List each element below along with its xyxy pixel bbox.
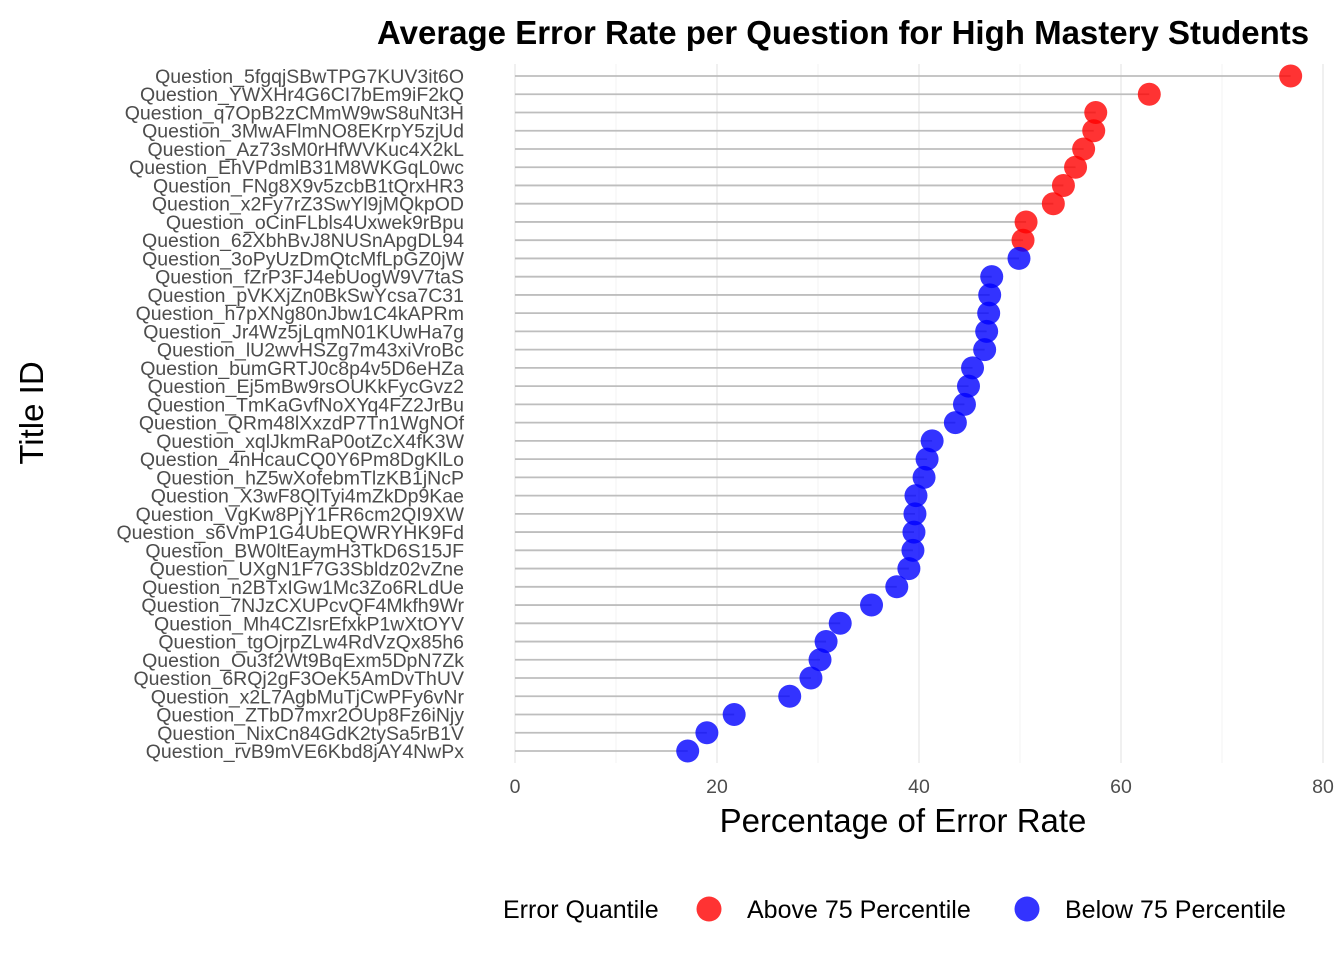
data-point: [912, 465, 936, 489]
y-tick-label: Question_QRm48lXxzdP7Tn1WgNOf: [139, 413, 465, 435]
data-point: [1279, 64, 1303, 88]
legend-key-below-75: [1014, 896, 1040, 922]
lollipop-stems: [515, 75, 1291, 752]
legend-title: Error Quantile: [503, 896, 659, 924]
y-tick-label: Question_6RQj2gF3OeK5AmDvThUV: [133, 668, 464, 690]
y-tick-label: Question_pVKXjZn0BkSwYcsa7C31: [147, 285, 464, 307]
data-point: [980, 265, 1004, 289]
data-point: [799, 666, 823, 690]
y-tick-label: Question_bumGRTJ0c8p4v5D6eHZa: [140, 358, 464, 380]
y-tick-label: Question_s6VmP1G4UbEQWRYHK9Fd: [116, 522, 464, 544]
chart-title: Average Error Rate per Question for High…: [377, 14, 1309, 51]
data-point: [904, 484, 928, 508]
data-point: [778, 684, 802, 708]
y-tick-label: Question_UXgN1F7G3Sbldz02vZne: [150, 559, 464, 581]
grid-lines: [514, 64, 1324, 763]
x-tick-label: 20: [706, 776, 728, 798]
data-point: [1082, 119, 1106, 143]
y-tick-label: Question_lU2wvHSZg7m43xiVroBc: [157, 340, 464, 362]
data-point: [920, 429, 944, 453]
y-tick-label: Question_fZrP3FJ4ebUogW9V7taS: [155, 267, 464, 289]
data-point: [828, 611, 852, 635]
data-point: [1072, 137, 1096, 161]
y-tick-label: Question_NixCn84GdK2tySa5rB1V: [157, 723, 464, 745]
y-tick-label: Question_tgOjrpZLw4RdVzQx85h6: [158, 632, 464, 654]
y-tick-label: Question_n2BTxIGw1Mc3Zo6RLdUe: [142, 577, 464, 599]
x-tick-label: 0: [510, 776, 521, 798]
y-tick-label: Question_3oPyUzDmQtcMfLpGZ0jW: [142, 248, 464, 270]
data-point: [915, 447, 939, 471]
data-point: [814, 630, 838, 654]
data-point: [1064, 155, 1088, 179]
data-points: [676, 64, 1303, 763]
data-point: [902, 520, 926, 544]
y-tick-label: Question_62XbhBvJ8NUSnApgDL94: [142, 230, 464, 252]
data-point: [977, 301, 1001, 325]
data-point: [1084, 100, 1108, 124]
data-point: [695, 721, 719, 745]
y-tick-label: Question_x2L7AgbMuTjCwPFy6vNr: [151, 686, 465, 708]
x-tick-label: 40: [908, 776, 930, 798]
y-tick-label: Question_7NJzCXUPcvQF4Mkfh9Wr: [141, 595, 464, 617]
y-tick-label: Question_3MwAFlmNO8EKrpY5zjUd: [142, 121, 464, 143]
y-tick-label: Question_BW0ltEaymH3TkD6S15JF: [145, 540, 464, 562]
data-point: [952, 392, 976, 416]
y-tick-label: Question_4nHcauCQ0Y6Pm8DgKlLo: [140, 449, 464, 471]
y-tick-label: Question_FNg8X9v5zcbB1tQrxHR3: [153, 175, 464, 197]
y-tick-label: Question_Mh4CZIsrEfxkP1wXtOYV: [154, 613, 464, 635]
data-point: [903, 502, 927, 526]
data-point: [722, 703, 746, 727]
y-tick-label: Question_hZ5wXofebmTlzKB1jNcP: [156, 467, 464, 489]
legend-key-above-75: [696, 896, 722, 922]
data-point: [808, 648, 832, 672]
y-tick-label: Question_YWXHr4G6CI7bEm9iF2kQ: [140, 84, 464, 106]
y-axis-title: Title ID: [13, 361, 50, 464]
y-tick-label: Question_5fgqjSBwTPG7KUV3it6O: [155, 66, 464, 88]
legend: Error Quantile Above 75 Percentile Below…: [503, 896, 1286, 924]
data-point: [1014, 210, 1038, 234]
data-point: [860, 593, 884, 617]
y-tick-label: Question_xqlJkmRaP0otZcX4fK3W: [156, 431, 464, 453]
legend-label-below-75: Below 75 Percentile: [1065, 896, 1286, 924]
data-point: [961, 356, 985, 380]
data-point: [973, 338, 997, 362]
y-tick-label: Question_Jr4Wz5jLqmN01KUwHa7g: [143, 321, 464, 343]
y-tick-label: Question_Az73sM0rHfWVKuc4X2kL: [148, 139, 465, 161]
data-point: [1041, 192, 1065, 216]
legend-label-above-75: Above 75 Percentile: [747, 896, 971, 924]
x-axis-title: Percentage of Error Rate: [720, 802, 1087, 839]
data-point: [956, 374, 980, 398]
y-tick-label: Question_q7OpB2zCMmW9wS8uNt3H: [125, 102, 464, 124]
data-point: [901, 538, 925, 562]
data-point: [1007, 246, 1031, 270]
y-tick-label: Question_Ej5mBw9rsOUKkFycGvz2: [148, 376, 464, 398]
y-tick-label: Question_x2Fy7rZ3SwYl9jMQkpOD: [152, 194, 464, 216]
data-point: [676, 739, 700, 763]
data-point: [897, 557, 921, 581]
y-tick-label: Question_X3wF8QlTyi4mZkDp9Kae: [151, 486, 464, 508]
y-tick-label: Question_ZTbD7mxr2OUp8Fz6iNjy: [156, 705, 464, 727]
y-axis-tick-labels: Question_5fgqjSBwTPG7KUV3it6OQuestion_YW…: [116, 66, 464, 763]
data-point: [885, 575, 909, 599]
y-tick-label: Question_VgKw8PjY1FR6cm2QI9XW: [136, 504, 465, 526]
data-point: [1011, 228, 1035, 252]
data-point: [975, 319, 999, 343]
data-point: [1137, 82, 1161, 106]
x-tick-label: 80: [1312, 776, 1334, 798]
y-tick-label: Question_Ou3f2Wt9BqExm5DpN7Zk: [142, 650, 464, 672]
data-point: [1051, 173, 1075, 197]
y-tick-label: Question_EhVPdmlB31M8WKGqL0wc: [129, 157, 464, 179]
data-point: [978, 283, 1002, 307]
y-tick-label: Question_h7pXNg80nJbw1C4kAPRm: [136, 303, 464, 325]
y-tick-label: Question_TmKaGvfNoXYq4FZ2JrBu: [147, 394, 464, 416]
x-tick-label: 60: [1110, 776, 1132, 798]
y-tick-label: Question_oCinFLbls4Uxwek9rBpu: [166, 212, 464, 234]
x-axis-tick-labels: 0 20 40 60 80: [510, 776, 1334, 798]
data-point: [943, 411, 967, 435]
y-tick-label: Question_rvB9mVE6Kbd8jAY4NwPx: [146, 741, 465, 763]
